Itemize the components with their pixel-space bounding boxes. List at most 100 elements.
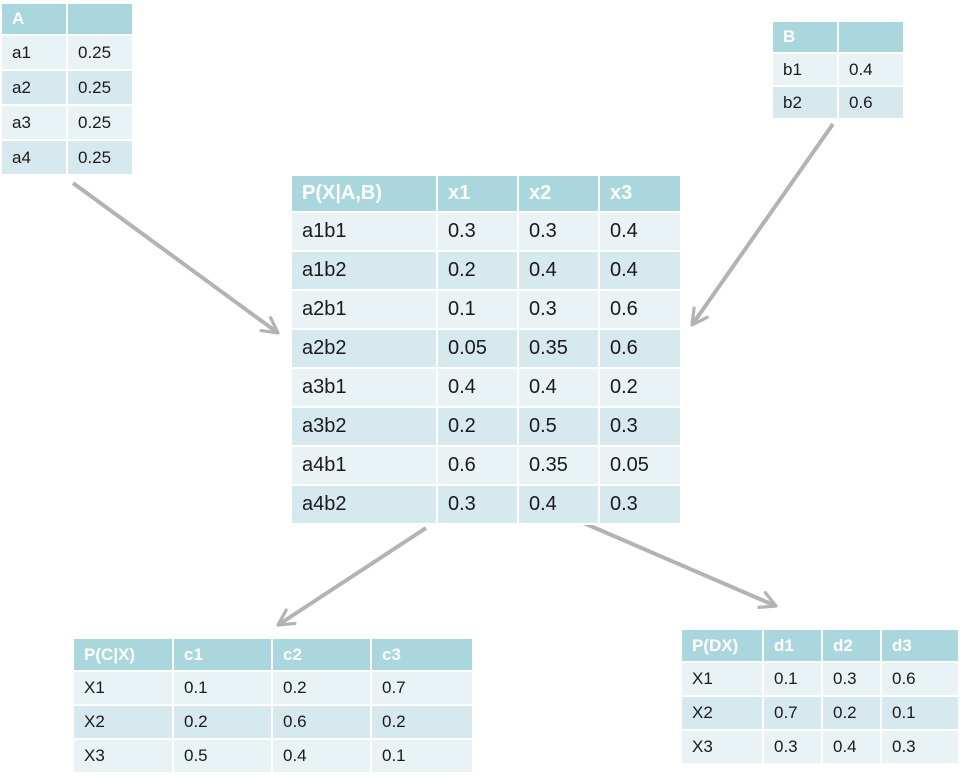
table-cell: 0.2 [174,706,271,738]
table-cell: a1b1 [292,213,436,250]
table-cell: 0.6 [600,291,680,328]
table-cell: 0.05 [438,330,517,367]
table-header-row: P(C|X) c1 c2 c3 [74,639,472,670]
table-cell: X3 [74,740,172,772]
header-cell [839,22,903,52]
table-cell: 0.6 [839,87,903,118]
table-cell: X1 [74,672,172,704]
table-row: a3b2 0.2 0.5 0.3 [292,408,680,445]
table-c-given-x: P(C|X) c1 c2 c3 X1 0.1 0.2 0.7 X2 0.2 0.… [72,637,474,774]
table-b: B b1 0.4 b2 0.6 [771,20,905,120]
table-cell: 0.6 [273,706,370,738]
table-cell: a2b1 [292,291,436,328]
table-cell: 0.2 [372,706,472,738]
table-cell: 0.4 [519,369,598,406]
header-cell: A [2,4,66,34]
table-row: a1b1 0.3 0.3 0.4 [292,213,680,250]
table-cell: 0.3 [764,731,821,763]
table-header-row: P(DX) d1 d2 d3 [682,630,958,661]
table-cell: 0.25 [68,141,132,174]
table-cell: 0.1 [372,740,472,772]
table-cell: 0.25 [68,71,132,104]
table-row: a1b2 0.2 0.4 0.4 [292,252,680,289]
table-row: a4b1 0.6 0.35 0.05 [292,447,680,484]
table-cell: b2 [773,87,837,118]
table-cell: 0.2 [823,697,880,729]
table-row: X1 0.1 0.2 0.7 [74,672,472,704]
header-cell: d1 [764,630,821,661]
table-cell: 0.2 [438,408,517,445]
table-cell: 0.4 [519,486,598,523]
table-cell: 0.2 [273,672,370,704]
table-cell: a4 [2,141,66,174]
table-cell: 0.2 [438,252,517,289]
table-cell: 0.4 [273,740,370,772]
table-row: X2 0.2 0.6 0.2 [74,706,472,738]
table-cell: 0.3 [882,731,958,763]
table-row: a2 0.25 [2,71,132,104]
table-row: b1 0.4 [773,54,903,85]
table-header-row: P(X|A,B) x1 x2 x3 [292,176,680,211]
table-cell: 0.35 [519,330,598,367]
table-cell: a3 [2,106,66,139]
header-cell: c2 [273,639,370,670]
table-row: X3 0.3 0.4 0.3 [682,731,958,763]
table-cell: 0.7 [372,672,472,704]
table-row: X2 0.7 0.2 0.1 [682,697,958,729]
table-cell: 0.1 [882,697,958,729]
table-cell: X1 [682,663,762,695]
table-cell: 0.3 [600,408,680,445]
table-cell: 0.6 [882,663,958,695]
table-row: a4 0.25 [2,141,132,174]
arrow-b-to-x [690,122,835,327]
table-d-given-x: P(DX) d1 d2 d3 X1 0.1 0.3 0.6 X2 0.7 0.2… [680,628,960,765]
header-cell: x1 [438,176,517,211]
table-cell: a1b2 [292,252,436,289]
table-cell: 0.6 [600,330,680,367]
table-row: a3b1 0.4 0.4 0.2 [292,369,680,406]
table-header-row: A [2,4,132,34]
table-row: a1 0.25 [2,36,132,69]
header-cell: P(X|A,B) [292,176,436,211]
table-cell: 0.3 [519,213,598,250]
table-cell: 0.25 [68,106,132,139]
table-cell: 0.35 [519,447,598,484]
table-cell: 0.4 [839,54,903,85]
header-cell: P(C|X) [74,639,172,670]
table-cell: 0.5 [519,408,598,445]
table-row: b2 0.6 [773,87,903,118]
table-cell: 0.1 [174,672,271,704]
table-cell: 0.7 [764,697,821,729]
table-cell: 0.4 [438,369,517,406]
table-cell: b1 [773,54,837,85]
table-cell: X2 [682,697,762,729]
table-cell: 0.4 [600,213,680,250]
table-cell: 0.4 [600,252,680,289]
table-cell: X2 [74,706,172,738]
arrow-x-to-d [571,516,778,610]
table-cell: a3b2 [292,408,436,445]
header-cell: x2 [519,176,598,211]
table-a: A a1 0.25 a2 0.25 a3 0.25 a4 0.25 [0,2,134,176]
table-header-row: B [773,22,903,52]
table-row: X1 0.1 0.3 0.6 [682,663,958,695]
table-cell: a1 [2,36,66,69]
table-x-given-ab: P(X|A,B) x1 x2 x3 a1b1 0.3 0.3 0.4 a1b2 … [290,174,682,525]
table-cell: 0.25 [68,36,132,69]
table-cell: 0.2 [600,369,680,406]
table-row: a4b2 0.3 0.4 0.3 [292,486,680,523]
header-cell: d3 [882,630,958,661]
table-cell: a4b1 [292,447,436,484]
header-cell: x3 [600,176,680,211]
table-cell: a2 [2,71,66,104]
header-cell: P(DX) [682,630,762,661]
table-cell: 0.6 [438,447,517,484]
table-cell: 0.3 [438,486,517,523]
header-cell: c1 [174,639,271,670]
table-cell: 0.4 [519,252,598,289]
table-cell: a3b1 [292,369,436,406]
header-cell: c3 [372,639,472,670]
table-cell: 0.3 [438,213,517,250]
table-cell: 0.3 [519,291,598,328]
